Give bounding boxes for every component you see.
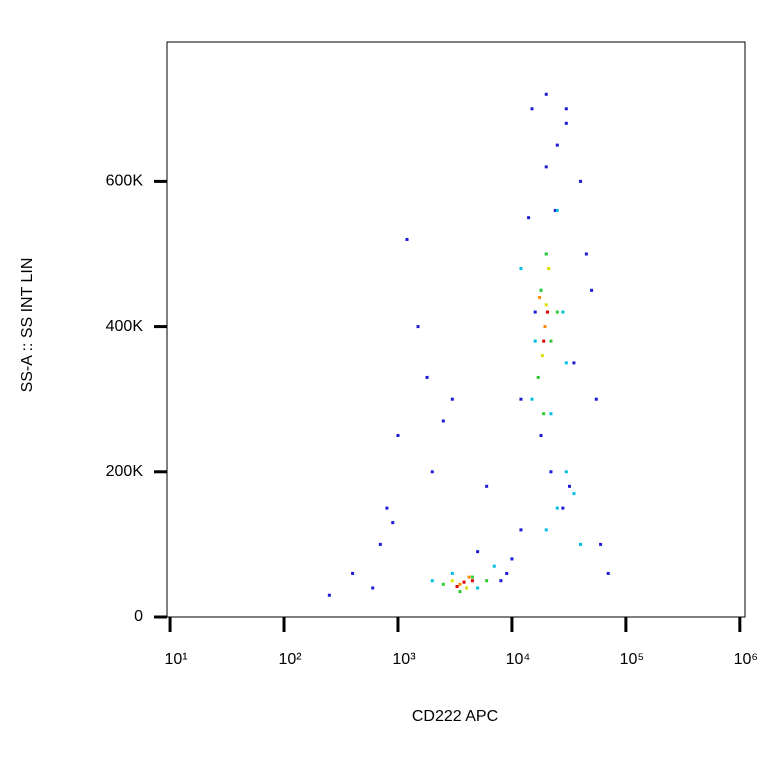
point	[544, 165, 548, 169]
point	[430, 579, 434, 583]
point	[378, 542, 382, 546]
point	[549, 339, 553, 343]
point	[545, 310, 549, 314]
point	[470, 575, 474, 579]
point	[519, 397, 523, 401]
point	[540, 354, 544, 358]
point	[553, 208, 557, 212]
point	[564, 107, 568, 111]
point	[430, 470, 434, 474]
y-tick-label: 0	[134, 608, 143, 625]
point	[371, 586, 375, 590]
point	[505, 571, 509, 575]
point	[450, 571, 454, 575]
point	[594, 397, 598, 401]
point	[405, 237, 409, 241]
point	[549, 412, 553, 416]
point	[599, 542, 603, 546]
y-axis-title: SS-A :: SS INT LIN	[19, 258, 36, 393]
point	[544, 303, 548, 307]
point	[462, 580, 466, 584]
point	[564, 121, 568, 125]
point	[510, 557, 514, 561]
x-tick-label: 10⁴	[506, 651, 531, 668]
point	[385, 506, 389, 510]
point	[567, 484, 571, 488]
point	[476, 586, 480, 590]
point	[425, 375, 429, 379]
point	[499, 579, 503, 583]
point	[527, 216, 531, 220]
y-tick-label: 200K	[106, 463, 144, 480]
point	[561, 506, 565, 510]
point	[441, 582, 445, 586]
point	[492, 564, 496, 568]
point	[538, 296, 542, 300]
point	[543, 325, 547, 329]
point	[450, 397, 454, 401]
point	[539, 433, 543, 437]
point	[485, 484, 489, 488]
x-tick-label: 10⁵	[620, 651, 644, 668]
point	[544, 528, 548, 532]
point	[391, 521, 395, 525]
point	[555, 143, 559, 147]
x-tick-label: 10³	[392, 651, 416, 668]
point	[544, 252, 548, 256]
y-tick-label: 400K	[106, 318, 144, 335]
point	[416, 325, 420, 329]
point	[533, 310, 537, 314]
point	[564, 361, 568, 365]
point	[542, 339, 546, 343]
point	[555, 506, 559, 510]
point	[542, 412, 546, 416]
point	[450, 579, 454, 583]
x-tick-label: 10²	[278, 651, 302, 668]
point	[606, 571, 610, 575]
point	[530, 107, 534, 111]
point	[533, 339, 537, 343]
point	[572, 492, 576, 496]
point	[530, 397, 534, 401]
point	[485, 579, 489, 583]
x-tick-label: 10¹	[164, 651, 187, 668]
y-tick-label: 600K	[106, 173, 144, 190]
point	[561, 310, 565, 314]
point	[470, 579, 474, 583]
point	[327, 593, 331, 597]
point	[455, 585, 459, 589]
point	[555, 208, 559, 212]
x-tick-label: 10⁶	[734, 651, 758, 668]
point	[584, 252, 588, 256]
point	[441, 419, 445, 423]
point	[536, 375, 540, 379]
point	[458, 590, 462, 594]
plot-frame	[166, 41, 746, 618]
point	[351, 571, 355, 575]
point	[458, 582, 462, 586]
point	[539, 288, 543, 292]
point	[555, 310, 559, 314]
point	[467, 575, 471, 579]
point	[396, 433, 400, 437]
point	[465, 586, 469, 590]
x-axis-title: CD222 APC	[412, 708, 498, 725]
point	[590, 288, 594, 292]
point	[549, 470, 553, 474]
point	[476, 550, 480, 554]
point	[572, 361, 576, 365]
point	[519, 267, 523, 271]
point	[547, 267, 551, 271]
point	[564, 470, 568, 474]
point	[579, 179, 583, 183]
point	[519, 528, 523, 532]
point	[579, 542, 583, 546]
point	[544, 92, 548, 96]
